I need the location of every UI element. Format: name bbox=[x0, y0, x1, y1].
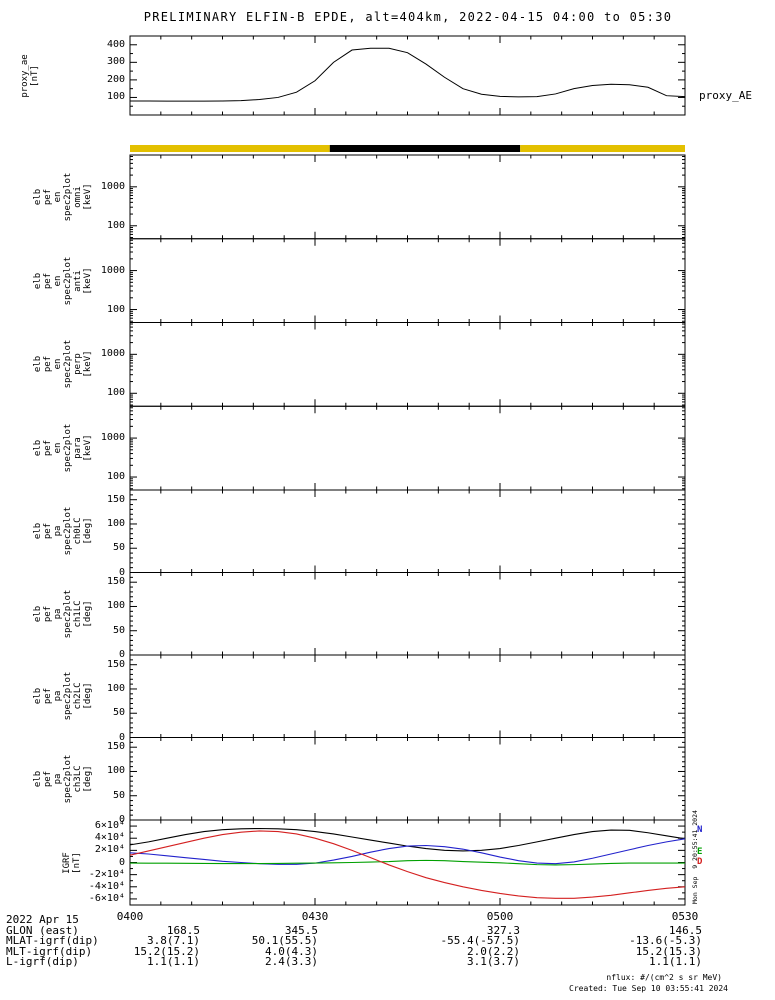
panel-frame bbox=[129, 35, 686, 116]
panel-frame bbox=[129, 819, 686, 906]
footer-value: 4.0(4.3) bbox=[265, 945, 318, 958]
plot-title: PRELIMINARY ELFIN-B EPDE, alt=404km, 202… bbox=[143, 10, 673, 24]
footer-value: 1.1(1.1) bbox=[649, 955, 702, 968]
footer-value: 327.3 bbox=[486, 924, 520, 937]
x-tick-label-0400: 0400 bbox=[116, 910, 144, 923]
x-tick-label-0430: 0430 bbox=[301, 910, 329, 923]
footer-row-label-l: L-igrf(dip) bbox=[6, 955, 79, 968]
footer-value: 50.1(55.5) bbox=[251, 934, 318, 947]
survey-bar-segment bbox=[520, 145, 685, 152]
panel-frame bbox=[129, 322, 686, 407]
footer-value: 3.1(3.7) bbox=[467, 955, 520, 968]
footer-date: 2022 Apr 15 bbox=[6, 913, 79, 926]
footer-value: -13.6(-5.3) bbox=[629, 934, 702, 947]
footer-row-label-glon: GLON (east) bbox=[6, 924, 79, 937]
footer-value: 3.8(7.1) bbox=[147, 934, 200, 947]
panel-frame bbox=[129, 489, 686, 573]
footer-value: 168.5 bbox=[166, 924, 200, 937]
panel-frame bbox=[129, 572, 686, 656]
igrf-line-N bbox=[129, 838, 686, 865]
panel-frame bbox=[129, 238, 686, 323]
data-curves bbox=[129, 47, 686, 899]
panel-frame bbox=[129, 154, 686, 240]
footer-value: 146.5 bbox=[668, 924, 702, 937]
igrf-line-Btotal bbox=[129, 827, 686, 852]
proxy-ae-line bbox=[130, 47, 686, 102]
footer-value: 2.4(3.3) bbox=[265, 955, 318, 968]
footer-value: 15.2(15.2) bbox=[133, 945, 200, 958]
panel-frame bbox=[129, 405, 686, 491]
survey-bar bbox=[130, 145, 685, 152]
footer-row-label-mlat: MLAT-igrf(dip) bbox=[6, 934, 99, 947]
footer-value: 15.2(15.3) bbox=[635, 945, 702, 958]
igrf-line-D bbox=[129, 830, 686, 899]
footer-value: 2.0(2.2) bbox=[467, 945, 520, 958]
created-note: Created: Tue Sep 10 03:55:41 2024 bbox=[569, 984, 728, 993]
panel-frame bbox=[129, 654, 686, 738]
footer-value: 1.1(1.1) bbox=[147, 955, 200, 968]
footer-value: 345.5 bbox=[284, 924, 318, 937]
igrf-line-E bbox=[129, 859, 685, 866]
proxy-ae-right-label: proxy_AE bbox=[699, 89, 752, 102]
panel-axes bbox=[129, 35, 686, 906]
nflux-units-note: nflux: #/(cm^2 s sr MeV) bbox=[606, 973, 722, 982]
x-tick-label-0530: 0530 bbox=[671, 910, 699, 923]
side-timestamp: Mon Sep 9 20:55:41 2024 bbox=[691, 810, 699, 904]
footer-value: -55.4(-57.5) bbox=[440, 934, 520, 947]
survey-bar-segment bbox=[329, 145, 521, 152]
panel-frame bbox=[129, 737, 686, 821]
footer-row-label-mlt: MLT-igrf(dip) bbox=[6, 945, 93, 958]
survey-bar-segment bbox=[130, 145, 330, 152]
x-tick-label-0500: 0500 bbox=[486, 910, 514, 923]
